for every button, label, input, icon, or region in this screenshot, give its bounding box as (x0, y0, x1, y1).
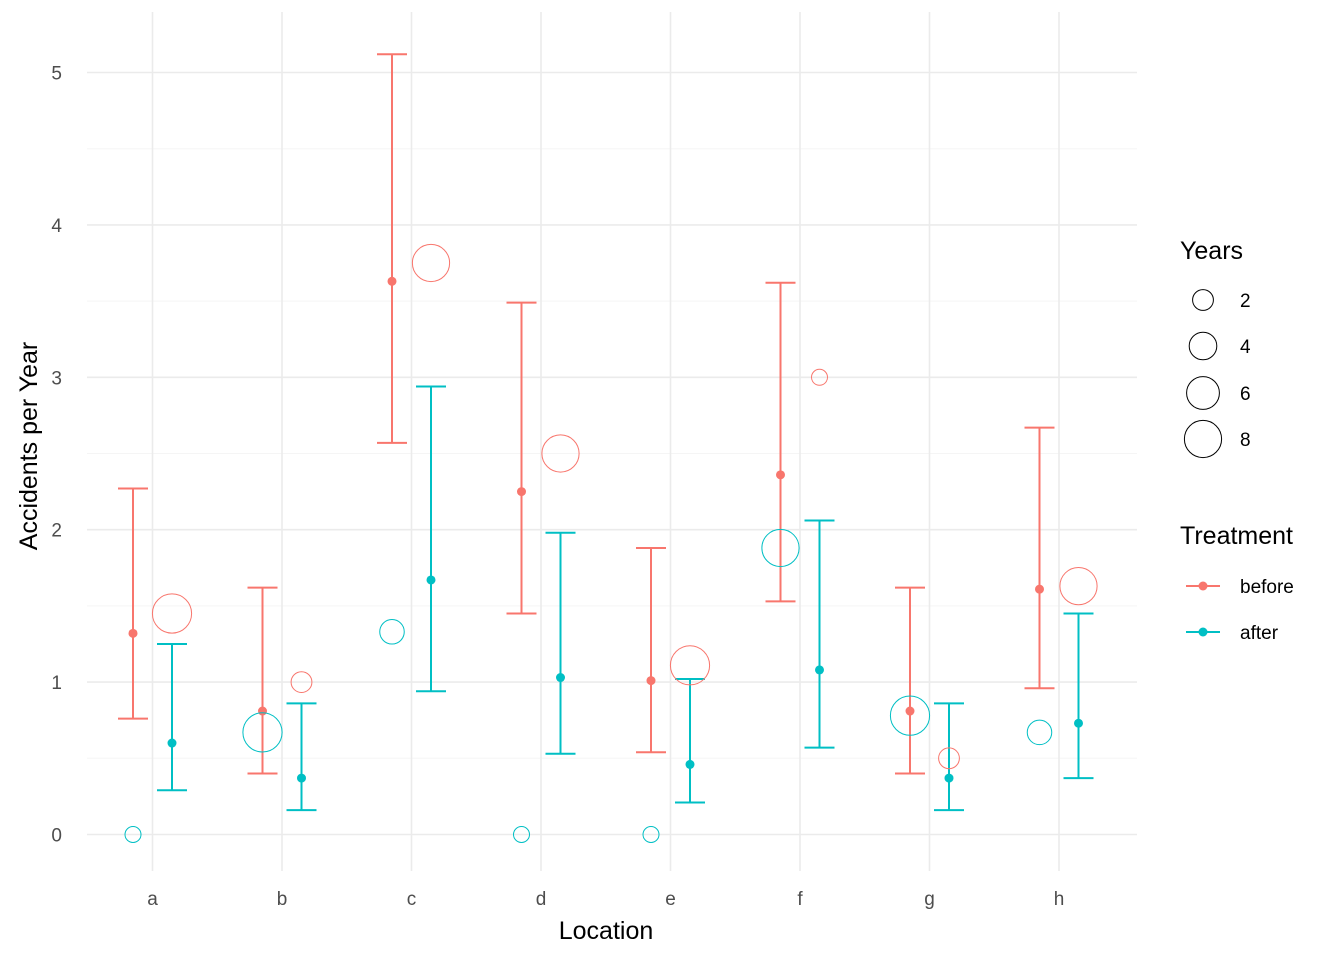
plot-marks (118, 53, 1098, 843)
mean-point-after-e (685, 759, 695, 769)
y-tick-label: 1 (51, 673, 62, 694)
grid (87, 12, 1137, 871)
observed-point-after-b (242, 712, 283, 753)
observed-point-before-f (811, 368, 828, 386)
y-axis-title: Accidents per Year (15, 342, 43, 550)
mean-point-before-c (387, 276, 397, 286)
mean-point-before-e (646, 676, 656, 686)
y-tick-label: 4 (51, 216, 62, 237)
observed-point-before-e (669, 645, 711, 686)
x-tick-label: d (536, 889, 547, 910)
observed-point-before-h (1059, 566, 1098, 606)
legend-years-title: Years (1180, 237, 1243, 265)
observed-point-before-g (938, 747, 960, 770)
observed-before (151, 243, 1098, 770)
legend-treatment-label: after (1240, 623, 1279, 644)
observed-point-after-c (379, 619, 405, 645)
x-tick-label: a (147, 889, 158, 910)
x-tick-label: e (665, 889, 676, 910)
observed-point-after-h (1026, 719, 1053, 746)
mean-point-after-h (1074, 718, 1083, 728)
x-tick-label: f (797, 889, 803, 910)
x-tick-label: c (407, 889, 417, 910)
legend-treatment-point (1198, 581, 1208, 591)
legend-years-label: 2 (1240, 291, 1251, 312)
observed-point-after-g (889, 695, 931, 736)
legend-years: Years 2 4 6 8 (1180, 237, 1251, 459)
mean-point-before-h (1035, 584, 1044, 594)
legend-treatment-point (1198, 627, 1208, 637)
y-tick-label: 2 (51, 521, 62, 542)
mean-point-after-d (556, 673, 565, 683)
x-tick-label: b (277, 889, 288, 910)
legend-years-label: 8 (1240, 430, 1251, 451)
mean-point-before-d (517, 487, 526, 497)
legend-treatment: Treatment before after (1180, 522, 1294, 644)
observed-point-after-e (642, 826, 660, 843)
series-before (118, 53, 1055, 775)
x-axis-tick-labels: a b c d e f g h (147, 889, 1064, 910)
observed-point-after-d (513, 826, 530, 843)
observed-point-before-d (541, 434, 580, 473)
legend-years-key (1183, 419, 1223, 459)
observed-point-after-a (124, 826, 142, 843)
y-axis-tick-labels: 0 1 2 3 4 5 (51, 64, 62, 847)
observed-point-before-c (411, 243, 451, 283)
mean-point-before-g (905, 706, 915, 716)
mean-point-before-b (258, 706, 267, 716)
legend-years-key (1188, 331, 1218, 361)
mean-point-after-a (167, 738, 177, 748)
mean-point-after-g (944, 773, 954, 783)
y-tick-label: 3 (51, 368, 62, 389)
y-tick-label: 5 (51, 64, 62, 85)
mean-point-before-a (128, 628, 138, 638)
mean-point-after-b (297, 773, 306, 783)
mean-point-before-f (776, 470, 785, 480)
series-after (157, 385, 1094, 812)
legend-treatment-title: Treatment (1180, 522, 1293, 550)
x-tick-label: h (1054, 889, 1065, 910)
y-tick-label: 0 (51, 826, 62, 847)
legend-years-label: 4 (1240, 337, 1251, 358)
observed-after (124, 528, 1053, 843)
mean-point-after-f (815, 665, 824, 675)
x-axis-title: Location (559, 917, 654, 945)
legend-years-key (1186, 376, 1220, 410)
observed-point-after-f (761, 528, 800, 568)
legend-treatment-label: before (1240, 577, 1294, 598)
legend-years-key (1192, 289, 1214, 311)
mean-point-after-c (426, 575, 436, 585)
observed-point-before-b (290, 671, 313, 694)
observed-point-before-a (151, 593, 193, 634)
legend-years-label: 6 (1240, 384, 1251, 405)
x-tick-label: g (924, 889, 935, 910)
